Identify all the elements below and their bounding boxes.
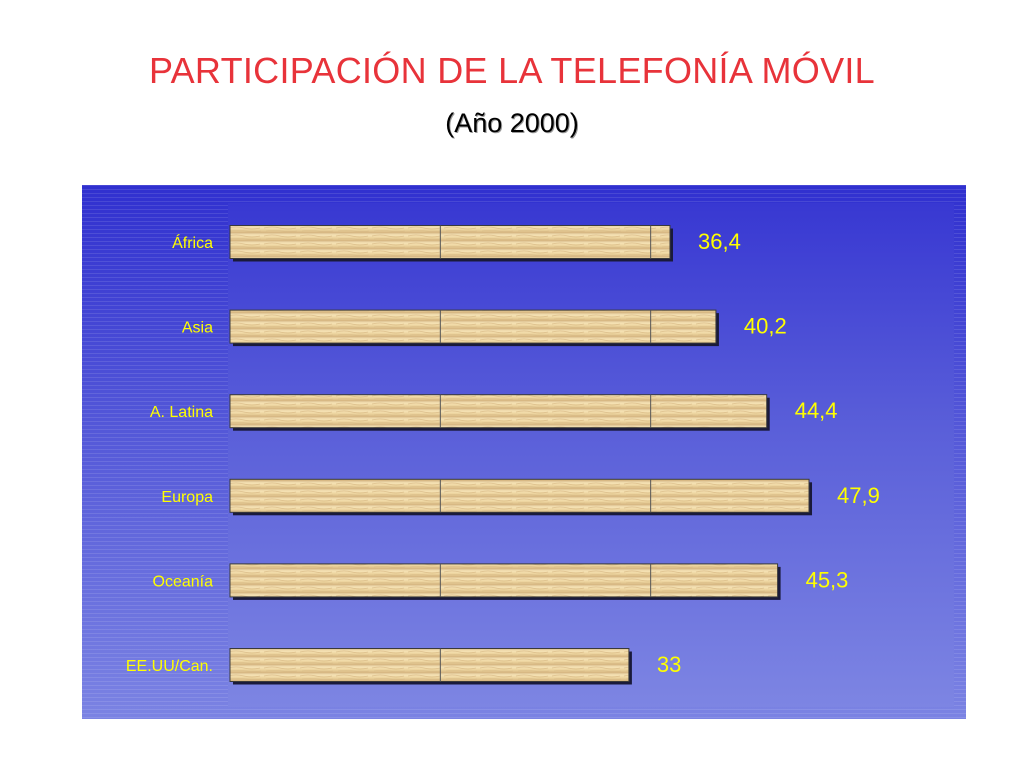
bar-1 [229,309,717,344]
chart-panel: África 36,4 Asia 40,2 A. Latina 44,4 Europa 47,… [82,185,966,719]
bar-2 [229,394,768,429]
value-label: 40,2 [744,314,787,339]
category-label: Asia [182,320,213,337]
bar-3 [229,478,810,513]
value-label: 45,3 [806,567,849,592]
bar-4 [229,563,779,598]
value-label: 36,4 [698,229,741,254]
chart-subtitle: (Año 2000) [445,108,579,138]
category-label: Europa [161,489,213,506]
bar-5 [229,648,630,682]
category-label: EE.UU/Can. [126,658,213,675]
value-label: 47,9 [837,483,880,508]
bar-chart: África 36,4 Asia 40,2 A. Latina 44,4 Europa 47,… [126,225,880,685]
value-label: 33 [657,652,681,677]
plot-area [228,203,954,707]
bar-0 [229,225,671,259]
category-label: A. Latina [150,404,213,421]
chart-title: PARTICIPACIÓN DE LA TELEFONÍA MÓVIL [148,50,876,91]
value-label: 44,4 [795,398,838,423]
category-label: África [172,233,213,252]
category-label: Oceanía [153,573,214,590]
